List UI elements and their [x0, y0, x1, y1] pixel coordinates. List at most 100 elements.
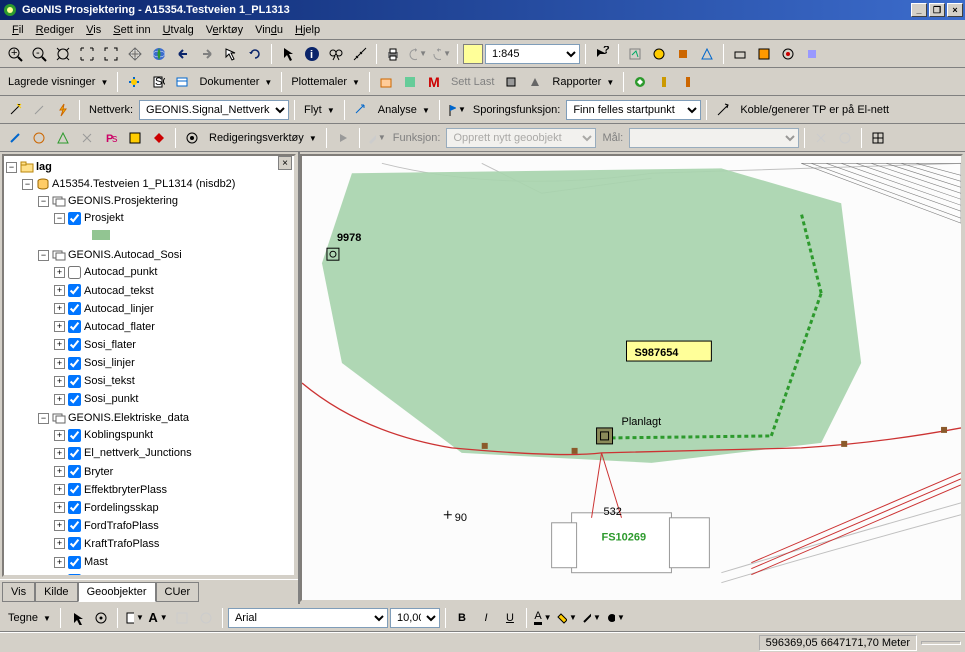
tool-g-icon[interactable]: [777, 43, 799, 65]
tree-layer[interactable]: Prosjekt: [84, 212, 124, 224]
close-panel-button[interactable]: ×: [278, 156, 292, 170]
tb2-m-icon[interactable]: M: [423, 71, 445, 93]
undo-icon[interactable]: ▼: [406, 43, 428, 65]
layer-checkbox[interactable]: [68, 212, 81, 225]
layer-checkbox[interactable]: [68, 266, 81, 279]
layer-checkbox[interactable]: [68, 302, 81, 315]
bt-doc-icon[interactable]: ▼: [123, 607, 145, 629]
tb2-icon-8[interactable]: [629, 71, 651, 93]
menu-fil[interactable]: Fil: [6, 22, 30, 38]
bt-target-icon[interactable]: [90, 607, 112, 629]
plottemaler-dropdown[interactable]: Plottemaler ▼: [287, 76, 364, 88]
sidebar-tab-vis[interactable]: Vis: [2, 582, 35, 602]
layer-checkbox[interactable]: [68, 574, 81, 577]
tree-layer[interactable]: FordTrafoPlass: [84, 520, 159, 532]
tree-expander[interactable]: +: [54, 520, 65, 531]
tree-layer[interactable]: EffektbryterPlass: [84, 484, 167, 496]
tree-layer[interactable]: Bryter: [84, 466, 113, 478]
layer-checkbox[interactable]: [68, 338, 81, 351]
tool-d-icon[interactable]: [696, 43, 718, 65]
tool-e-icon[interactable]: [729, 43, 751, 65]
tree-group[interactable]: GEONIS.Elektriske_data: [68, 412, 189, 424]
italic-button[interactable]: I: [475, 607, 497, 629]
pan-icon[interactable]: [124, 43, 146, 65]
back-icon[interactable]: [172, 43, 194, 65]
tree-layer[interactable]: Muffe: [84, 574, 111, 577]
find-icon[interactable]: [325, 43, 347, 65]
zoom-minus-icon[interactable]: -: [28, 43, 50, 65]
layer-checkbox[interactable]: [68, 519, 81, 532]
tb2-icon-4[interactable]: [375, 71, 397, 93]
help-icon[interactable]: ?: [591, 43, 613, 65]
nettverk-dropdown[interactable]: GEONIS.Signal_Nettverk (A1: [139, 100, 289, 120]
tree-layer[interactable]: El_nettverk_Junctions: [84, 448, 192, 460]
tb3-bolt-icon[interactable]: [52, 99, 74, 121]
tree-layer[interactable]: Autocad_tekst: [84, 285, 154, 297]
font-dropdown[interactable]: Arial: [228, 608, 388, 628]
layer-checkbox[interactable]: [68, 357, 81, 370]
tree-layer[interactable]: Koblingspunkt: [84, 429, 153, 441]
tree-expander[interactable]: +: [54, 538, 65, 549]
tb2-icon-6[interactable]: [500, 71, 522, 93]
fullextent-icon[interactable]: [76, 43, 98, 65]
tb2-icon-1[interactable]: [123, 71, 145, 93]
tree-expander[interactable]: +: [54, 267, 65, 278]
fontsize-dropdown[interactable]: 10,00: [390, 608, 440, 628]
tool-a-icon[interactable]: [624, 43, 646, 65]
forward-icon[interactable]: [196, 43, 218, 65]
tree-layer[interactable]: Sosi_flater: [84, 339, 136, 351]
tb3-arrow-icon[interactable]: [350, 99, 372, 121]
tb4-icon-2[interactable]: [28, 127, 50, 149]
restore-button[interactable]: ❐: [929, 3, 945, 17]
zoom-fit-icon[interactable]: [100, 43, 122, 65]
tree-expander[interactable]: +: [54, 394, 65, 405]
tb2-icon-10[interactable]: [677, 71, 699, 93]
menu-hjelp[interactable]: Hjelp: [289, 22, 326, 38]
menu-verktoy[interactable]: Verktøy: [200, 22, 249, 38]
tree-expander[interactable]: −: [22, 179, 33, 190]
bt-text-icon[interactable]: A▼: [147, 607, 169, 629]
layer-checkbox[interactable]: [68, 483, 81, 496]
layer-checkbox[interactable]: [68, 284, 81, 297]
map-canvas[interactable]: 9978 S987654 Planlagt FS10269 90 532: [300, 154, 963, 602]
refresh-icon[interactable]: [244, 43, 266, 65]
fontcolor-button[interactable]: A▼: [532, 607, 554, 629]
tree-expander[interactable]: +: [54, 557, 65, 568]
tree-expander[interactable]: +: [54, 430, 65, 441]
redo-icon[interactable]: ▼: [430, 43, 452, 65]
layer-checkbox[interactable]: [68, 320, 81, 333]
menu-vis[interactable]: Vis: [80, 22, 107, 38]
tree-layer[interactable]: KraftTrafoPlass: [84, 538, 159, 550]
underline-button[interactable]: U: [499, 607, 521, 629]
tb4-icon-5[interactable]: Ps: [100, 127, 122, 149]
tb3-wand2-icon[interactable]: [28, 99, 50, 121]
tree-expander[interactable]: +: [54, 502, 65, 513]
layer-checkbox[interactable]: [68, 537, 81, 550]
tree-expander[interactable]: +: [54, 484, 65, 495]
tb4-icon-7[interactable]: [148, 127, 170, 149]
bt-pointer-icon[interactable]: [66, 607, 88, 629]
tb4-icon-6[interactable]: [124, 127, 146, 149]
layer-tree[interactable]: −lag−A15354.Testveien 1_PL1314 (nisdb2)−…: [2, 154, 296, 577]
sidebar-tab-kilde[interactable]: Kilde: [35, 582, 77, 602]
menu-utvalg[interactable]: Utvalg: [157, 22, 200, 38]
layer-checkbox[interactable]: [68, 556, 81, 569]
tree-layer[interactable]: Fordelingsskap: [84, 502, 159, 514]
tb2-icon-5[interactable]: [399, 71, 421, 93]
tree-expander[interactable]: −: [38, 250, 49, 261]
tree-expander[interactable]: −: [38, 413, 49, 424]
yellow-input-box[interactable]: [463, 44, 483, 64]
tegne-dropdown[interactable]: Tegne ▼: [4, 612, 55, 624]
tree-layer[interactable]: Autocad_linjer: [84, 303, 154, 315]
tree-layer[interactable]: Sosi_tekst: [84, 375, 135, 387]
lagrede-dropdown[interactable]: Lagrede visninger ▼: [4, 76, 112, 88]
tb4-icon-1[interactable]: [4, 127, 26, 149]
tree-expander[interactable]: +: [54, 358, 65, 369]
tb3-check-icon[interactable]: [712, 99, 734, 121]
tree-layer[interactable]: Autocad_punkt: [84, 267, 157, 279]
minimize-button[interactable]: _: [911, 3, 927, 17]
tree-expander[interactable]: +: [54, 321, 65, 332]
pointer-icon[interactable]: [277, 43, 299, 65]
sidebar-tab-geoobjekter[interactable]: Geoobjekter: [78, 582, 156, 602]
tb3-wand-icon[interactable]: [4, 99, 26, 121]
